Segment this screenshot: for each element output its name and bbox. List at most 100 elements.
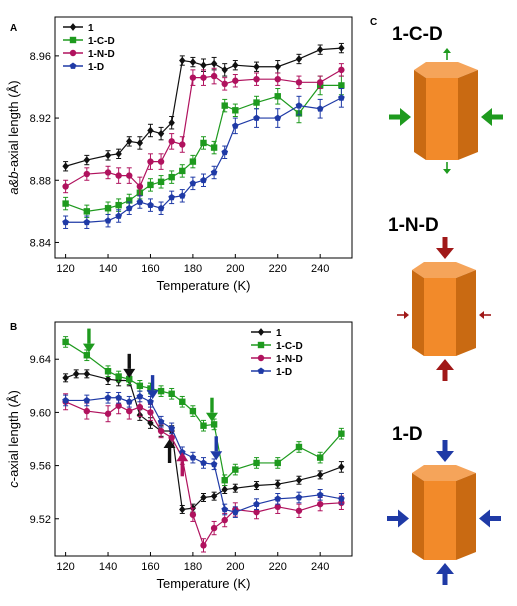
x-tick-label: 140 [99,263,117,275]
y-tick-label: 8.84 [30,237,51,249]
data-point [253,62,260,71]
legend-label: 1-C-D [88,36,115,47]
arrow-head [436,359,454,370]
data-point [168,390,175,397]
data-point [221,66,228,74]
legend-label: 1-N-D [88,49,115,60]
arrow-head [479,509,490,528]
data-point [316,471,324,479]
data-point [157,427,165,435]
data-point [316,491,324,498]
data-point [210,421,218,428]
data-point [136,403,144,411]
data-point [295,476,303,485]
data-point [104,205,112,212]
data-point [62,396,69,404]
annotation-arrow-1-C-D [205,397,218,422]
data-point [210,72,218,80]
prism-right-face [458,70,478,160]
data-point [338,82,345,89]
data-point [179,505,186,514]
prism-left-face [414,70,426,160]
data-point [136,382,144,390]
x-tick-label: 240 [311,561,329,573]
data-point [274,75,281,83]
data-point [253,459,260,467]
data-point [147,181,154,189]
data-point [136,392,144,400]
compression-arrow-icon [387,509,409,528]
data-point [189,407,197,415]
prism-front-face [424,481,456,560]
data-point [147,158,154,165]
data-point [157,387,165,395]
series-1-D [62,88,345,229]
legend-swatch-marker [69,49,77,57]
annotation-arrow-1 [163,439,176,463]
data-point [316,454,324,461]
compression-arrow-icon [479,509,501,528]
data-point [157,129,165,138]
legend-swatch-marker [69,62,77,69]
data-point [316,45,324,54]
arrow-head [176,452,189,462]
arrow-head [123,368,136,378]
data-point [168,118,175,127]
x-tick-label: 160 [141,263,159,275]
data-point [232,466,239,473]
panel-b-chart: B 120 140 160 180 200 220 240 9.52 9.56 9.60 9.64 Te… [6,321,353,591]
data-point [210,492,218,501]
data-point [115,212,122,219]
legend-entry: 1-C-D [63,36,115,47]
data-point [168,138,175,145]
data-point [274,93,281,100]
crystal-1-D: 1-D [387,424,501,585]
compression-arrow-icon [443,48,451,60]
data-point [157,158,165,165]
data-point [104,394,112,401]
data-point [338,66,345,74]
data-point [253,481,260,490]
prism-right-face [456,473,476,560]
panel-a-chart: A 120 140 160 180 200 220 240 8.84 8.88 8.92 8.96 Te… [6,16,353,293]
data-point [295,79,303,86]
data-point [178,192,186,199]
data-point [115,373,122,380]
data-point [62,183,69,190]
data-point [168,173,175,181]
data-point [189,158,197,165]
data-point [210,168,218,176]
data-point [136,183,144,190]
data-point [178,448,186,456]
data-point [147,409,154,416]
arrow-head [404,311,409,319]
compression-arrow-icon [397,311,409,319]
y-axis-title: a&b-axial length (Å) [6,80,21,194]
data-point [221,477,228,484]
data-point [210,524,218,532]
data-point [126,172,133,179]
data-point [221,80,228,88]
data-point [147,126,154,135]
arrow-head [479,311,484,319]
series-1-C-D [62,75,345,219]
series-1-N-D [62,63,345,197]
annotation-arrow-1-C-D [82,328,95,353]
panel-letter: C [370,17,377,28]
data-point [168,434,175,441]
legend-swatch-marker [257,367,265,374]
data-point [232,484,239,493]
data-point [338,94,345,101]
legend-swatch-marker [69,23,77,31]
data-point [253,508,260,516]
x-tick-label: 140 [99,561,117,573]
data-point [147,398,154,405]
data-point [295,493,303,501]
data-point [115,172,122,179]
arrow-head [436,248,454,259]
data-point [126,375,133,383]
panel-letter: B [10,322,17,333]
data-point [200,459,207,466]
data-point [115,402,122,409]
legend-entry: 1-N-D [251,354,303,365]
